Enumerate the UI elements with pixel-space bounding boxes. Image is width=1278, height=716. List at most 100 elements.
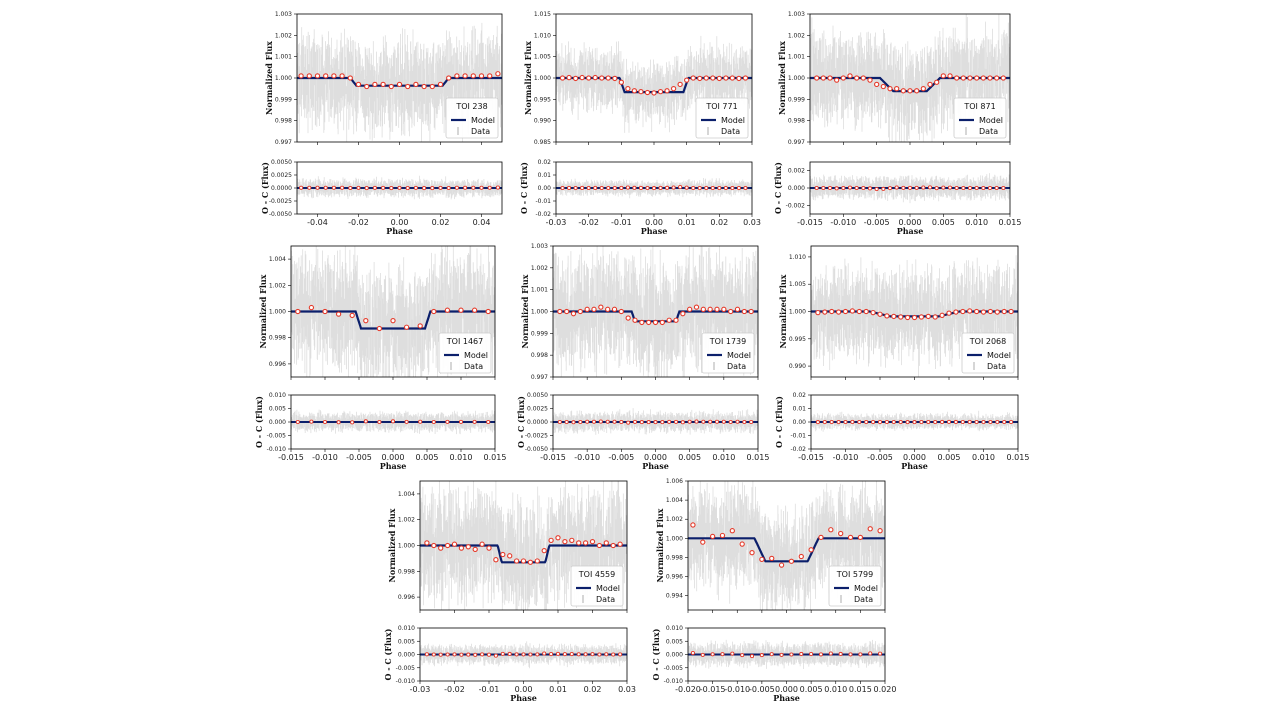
xtick-label: -0.005 bbox=[346, 453, 372, 462]
binned-point bbox=[664, 88, 670, 94]
binned-point bbox=[577, 308, 583, 315]
flux-ytick-label: 1.000 bbox=[275, 75, 292, 82]
residual-y-axis-label: O - C (Flux) bbox=[516, 396, 526, 448]
binned-point bbox=[666, 317, 672, 323]
binned-point bbox=[390, 318, 396, 324]
binned-point bbox=[631, 88, 638, 94]
binned-point bbox=[349, 312, 355, 319]
binned-point bbox=[918, 314, 925, 320]
residual-y-axis-label: O - C (Flux) bbox=[254, 396, 264, 448]
residual-point bbox=[340, 185, 345, 190]
subplot-1: 1.015 1.010 1.005 1.000 0.995 0.990 0.985 0.02 0… bbox=[519, 11, 761, 236]
flux-ytick-label: 1.000 bbox=[269, 309, 286, 316]
binned-point bbox=[980, 75, 986, 81]
xtick-label: 0.02 bbox=[432, 218, 450, 227]
binned-point bbox=[974, 75, 980, 81]
residual-point bbox=[898, 420, 903, 425]
xtick-label: 0.000 bbox=[903, 453, 926, 462]
xtick-label: -0.02 bbox=[348, 218, 369, 227]
xtick-label: 0.010 bbox=[965, 218, 988, 227]
binned-point bbox=[569, 537, 575, 543]
legend-model-label: Model bbox=[596, 584, 620, 593]
residual-point bbox=[446, 185, 451, 191]
residual-point bbox=[967, 185, 973, 191]
binned-point bbox=[429, 83, 435, 90]
residual-point bbox=[740, 653, 745, 658]
flux-ytick-label: 0.996 bbox=[666, 574, 683, 581]
residual-point bbox=[836, 420, 841, 425]
subplot-3: 1.004 1.002 1.000 0.998 0.996 0.010 0.005 0.000… bbox=[254, 245, 506, 471]
binned-point bbox=[900, 88, 906, 94]
binned-point bbox=[472, 546, 478, 553]
residual-point bbox=[981, 185, 986, 191]
binned-point bbox=[932, 314, 938, 320]
residual-point bbox=[697, 186, 702, 191]
legend-box bbox=[701, 332, 755, 374]
residual-ytick-label: 0.0000 bbox=[527, 419, 548, 426]
binned-point bbox=[308, 304, 315, 311]
residual-point bbox=[605, 419, 610, 424]
residual-ytick-label: 0.02 bbox=[793, 392, 807, 399]
residual-point bbox=[905, 420, 910, 425]
flux-ytick-label: 1.004 bbox=[269, 256, 286, 263]
residual-y-axis-label: O - C (Flux) bbox=[651, 628, 661, 680]
residual-point bbox=[736, 186, 741, 191]
binned-point bbox=[298, 73, 304, 79]
residual-point bbox=[586, 185, 591, 191]
xtick-label: -0.010 bbox=[574, 453, 600, 462]
residual-point bbox=[914, 185, 919, 190]
binned-point bbox=[458, 307, 464, 313]
legend-box bbox=[961, 332, 1015, 374]
xtick-label: -0.02 bbox=[444, 685, 465, 694]
flux-ytick-label: 0.998 bbox=[398, 568, 415, 575]
flux-ytick-label: 0.998 bbox=[531, 352, 548, 359]
xtick-label: 0.010 bbox=[450, 453, 473, 462]
flux-ytick-label: 1.002 bbox=[398, 517, 415, 524]
residual-point bbox=[730, 651, 735, 656]
legend-title: TOI 1467 bbox=[446, 337, 483, 346]
residual-ytick-label: -0.0025 bbox=[525, 433, 548, 440]
legend-model-label: Model bbox=[471, 116, 495, 125]
residual-point bbox=[618, 652, 623, 657]
binned-point bbox=[625, 315, 631, 321]
flux-ytick-label: 0.997 bbox=[788, 139, 805, 146]
residual-point bbox=[878, 651, 883, 656]
residual-point bbox=[974, 419, 979, 425]
x-axis-label: Phase bbox=[386, 226, 413, 236]
binned-point bbox=[451, 541, 458, 547]
residual-point bbox=[861, 185, 866, 191]
binned-point bbox=[471, 307, 478, 313]
binned-point bbox=[748, 308, 754, 315]
flux-ytick-label: 1.002 bbox=[531, 265, 548, 272]
binned-point bbox=[749, 550, 755, 556]
binned-point bbox=[652, 319, 659, 326]
residual-point bbox=[934, 186, 939, 191]
residual-point bbox=[418, 419, 423, 424]
xtick-label: -0.005 bbox=[864, 218, 890, 227]
xtick-label: 0.020 bbox=[874, 685, 897, 694]
xtick-label: 0.000 bbox=[775, 685, 798, 694]
residual-point bbox=[295, 419, 300, 425]
legend-data-label: Data bbox=[596, 595, 615, 604]
flux-ytick-label: 0.994 bbox=[666, 593, 683, 600]
residual-point bbox=[858, 652, 863, 657]
residual-point bbox=[356, 185, 361, 190]
residual-ytick-label: -0.0025 bbox=[269, 198, 292, 205]
legend-data-label: Data bbox=[854, 595, 873, 604]
residual-point bbox=[350, 420, 355, 425]
residual-point bbox=[901, 185, 906, 190]
residual-point bbox=[632, 419, 638, 424]
binned-point bbox=[867, 77, 873, 83]
residual-point bbox=[626, 420, 631, 425]
binned-point bbox=[729, 75, 736, 81]
legend-data-label: Data bbox=[979, 127, 998, 136]
residual-point bbox=[749, 654, 755, 659]
binned-point bbox=[639, 319, 645, 326]
binned-point bbox=[555, 535, 561, 541]
binned-point bbox=[444, 542, 451, 549]
xtick-label: 0.00 bbox=[645, 218, 663, 227]
residual-point bbox=[549, 652, 554, 657]
residual-ytick-label: -0.0050 bbox=[269, 211, 292, 218]
legend-model-label: Model bbox=[987, 351, 1011, 360]
legend-model-label: Model bbox=[854, 584, 878, 593]
